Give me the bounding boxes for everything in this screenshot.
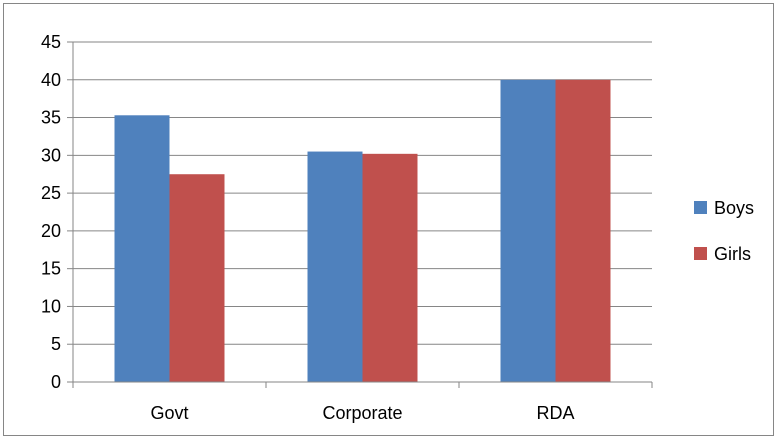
bar-boys-corporate	[307, 151, 363, 382]
y-tick-label: 40	[41, 70, 61, 90]
bar-boys-rda	[500, 79, 556, 383]
bar-chart: 0 5 10 15 20 25 30 35 40 45 Govt Corporate RDA Boys…	[41, 32, 754, 423]
legend-swatch-girls	[694, 247, 707, 260]
x-category-label: Corporate	[322, 403, 402, 423]
bar-girls-rda	[555, 79, 611, 383]
bars	[114, 79, 611, 383]
y-tick-label: 35	[41, 108, 61, 128]
legend-swatch-boys	[694, 201, 707, 214]
y-tick-label: 5	[51, 334, 61, 354]
y-tick-label: 30	[41, 145, 61, 165]
y-tick-label: 25	[41, 183, 61, 203]
bar-boys-govt	[114, 115, 170, 383]
x-category-label: Govt	[150, 403, 188, 423]
y-tick-label: 45	[41, 32, 61, 52]
legend-label-girls: Girls	[714, 244, 751, 264]
y-tick-label: 15	[41, 259, 61, 279]
chart-container: 0 5 10 15 20 25 30 35 40 45 Govt Corporate RDA Boys…	[3, 3, 774, 436]
axes	[67, 41, 653, 388]
x-axis-categories: Govt Corporate RDA	[150, 403, 574, 423]
x-category-label: RDA	[536, 403, 574, 423]
y-tick-label: 20	[41, 221, 61, 241]
y-tick-label: 10	[41, 296, 61, 316]
bar-girls-govt	[169, 174, 225, 382]
y-tick-label: 0	[51, 372, 61, 392]
y-axis-ticks: 0 5 10 15 20 25 30 35 40 45	[41, 32, 61, 392]
bar-girls-corporate	[362, 153, 418, 382]
legend-label-boys: Boys	[714, 198, 754, 218]
legend: Boys Girls	[694, 198, 754, 264]
